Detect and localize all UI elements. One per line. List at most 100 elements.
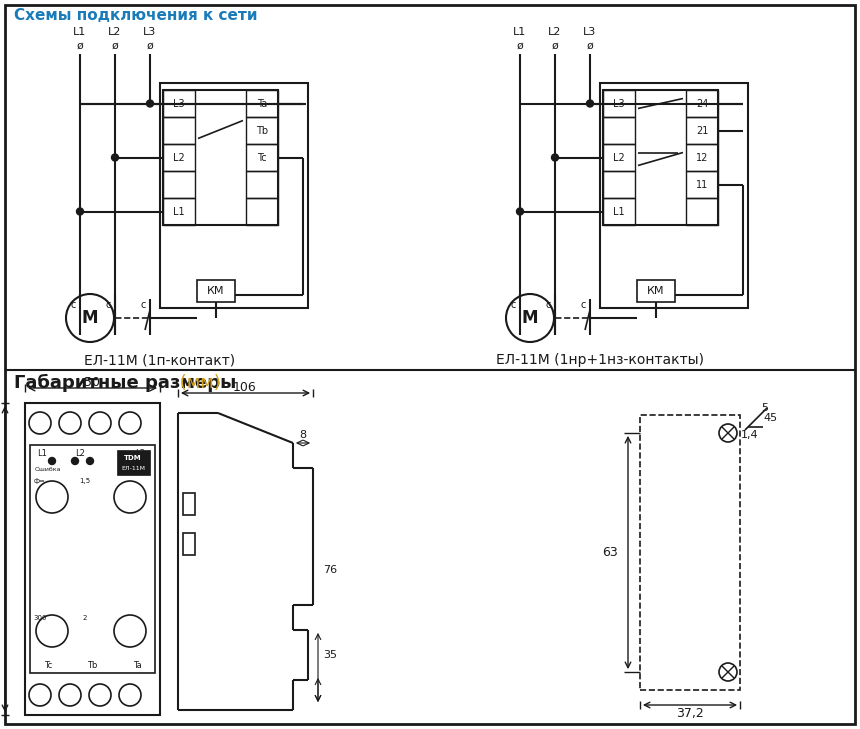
Text: ЕЛ-11М (1п-контакт): ЕЛ-11М (1п-контакт) xyxy=(84,353,236,367)
Text: L1: L1 xyxy=(513,27,526,37)
Text: ЕЛ-11М: ЕЛ-11М xyxy=(121,466,145,470)
Bar xyxy=(163,117,195,144)
Text: Схемы подключения к сети: Схемы подключения к сети xyxy=(14,7,257,23)
Text: L1: L1 xyxy=(73,27,87,37)
Text: ø: ø xyxy=(146,41,153,51)
Text: L1: L1 xyxy=(613,206,625,217)
Text: L3: L3 xyxy=(135,448,145,458)
Text: М: М xyxy=(522,309,538,327)
Circle shape xyxy=(551,154,558,161)
Text: L1: L1 xyxy=(173,206,185,217)
Text: Tb: Tb xyxy=(87,660,97,669)
Text: L2: L2 xyxy=(173,152,185,163)
Circle shape xyxy=(517,208,524,215)
Bar xyxy=(603,144,635,171)
Text: ø: ø xyxy=(587,41,593,51)
Text: 24: 24 xyxy=(696,98,708,109)
Circle shape xyxy=(77,208,83,215)
Text: ф=: ф= xyxy=(34,478,46,484)
Circle shape xyxy=(146,100,153,107)
Circle shape xyxy=(112,154,119,161)
Bar xyxy=(600,83,748,308)
Text: ø: ø xyxy=(517,41,524,51)
Circle shape xyxy=(89,412,111,434)
Text: L2: L2 xyxy=(75,448,85,458)
Text: 37,2: 37,2 xyxy=(676,706,703,720)
Text: Ta: Ta xyxy=(257,98,267,109)
Text: L3: L3 xyxy=(613,98,625,109)
Bar xyxy=(183,533,195,555)
Bar xyxy=(30,445,155,673)
Text: 8: 8 xyxy=(299,430,306,440)
Bar xyxy=(163,90,278,225)
Text: 76: 76 xyxy=(323,565,337,575)
Circle shape xyxy=(59,412,81,434)
Text: c: c xyxy=(580,300,586,310)
Bar xyxy=(246,198,278,225)
Text: 12: 12 xyxy=(696,152,708,163)
Bar xyxy=(686,198,718,225)
Bar xyxy=(25,403,160,715)
Text: 1,4: 1,4 xyxy=(741,430,759,440)
Bar xyxy=(246,90,278,117)
Bar xyxy=(640,415,740,690)
Bar xyxy=(686,144,718,171)
Text: М: М xyxy=(82,309,98,327)
Text: Tb: Tb xyxy=(256,125,268,136)
Circle shape xyxy=(71,458,78,464)
Circle shape xyxy=(87,458,94,464)
Text: ø: ø xyxy=(77,41,83,51)
Text: L3: L3 xyxy=(173,98,185,109)
Circle shape xyxy=(114,481,146,513)
Bar xyxy=(686,171,718,198)
Bar xyxy=(603,117,635,144)
Circle shape xyxy=(119,684,141,706)
Bar xyxy=(637,280,675,302)
Bar xyxy=(163,171,195,198)
Text: 5: 5 xyxy=(761,403,769,413)
Circle shape xyxy=(48,458,56,464)
Bar xyxy=(160,83,308,308)
Circle shape xyxy=(587,100,593,107)
Text: 45: 45 xyxy=(763,413,777,423)
Circle shape xyxy=(36,615,68,647)
Bar xyxy=(163,90,195,117)
Circle shape xyxy=(719,424,737,442)
Text: c: c xyxy=(140,300,145,310)
Text: TDM: TDM xyxy=(124,455,142,461)
Text: Ta: Ta xyxy=(132,660,141,669)
Text: L2: L2 xyxy=(549,27,562,37)
Text: Tc: Tc xyxy=(257,152,267,163)
Bar xyxy=(603,171,635,198)
Text: ø: ø xyxy=(112,41,119,51)
Bar xyxy=(686,90,718,117)
Circle shape xyxy=(29,684,51,706)
Bar xyxy=(197,280,235,302)
Text: L1: L1 xyxy=(37,448,47,458)
Text: L2: L2 xyxy=(613,152,625,163)
Bar xyxy=(686,117,718,144)
Circle shape xyxy=(29,412,51,434)
Circle shape xyxy=(59,684,81,706)
Text: 300: 300 xyxy=(34,615,46,621)
Bar xyxy=(603,90,718,225)
Circle shape xyxy=(506,294,554,342)
Text: Ошибка: Ошибка xyxy=(34,467,61,472)
Circle shape xyxy=(119,412,141,434)
Text: КМ: КМ xyxy=(648,286,665,296)
Text: c: c xyxy=(545,300,550,310)
Circle shape xyxy=(114,615,146,647)
Text: ЕЛ-11М (1нр+1нз-контакты): ЕЛ-11М (1нр+1нз-контакты) xyxy=(496,353,704,367)
Text: 50: 50 xyxy=(84,375,100,389)
Text: c: c xyxy=(71,300,76,310)
Text: c: c xyxy=(105,300,111,310)
Bar xyxy=(246,171,278,198)
Circle shape xyxy=(36,481,68,513)
Bar xyxy=(183,493,195,515)
Text: Габаритные размеры: Габаритные размеры xyxy=(14,374,236,392)
Text: 63: 63 xyxy=(602,545,618,558)
Text: 21: 21 xyxy=(696,125,708,136)
Text: c: c xyxy=(510,300,516,310)
Text: 1,5: 1,5 xyxy=(79,478,90,484)
Text: L3: L3 xyxy=(583,27,597,37)
